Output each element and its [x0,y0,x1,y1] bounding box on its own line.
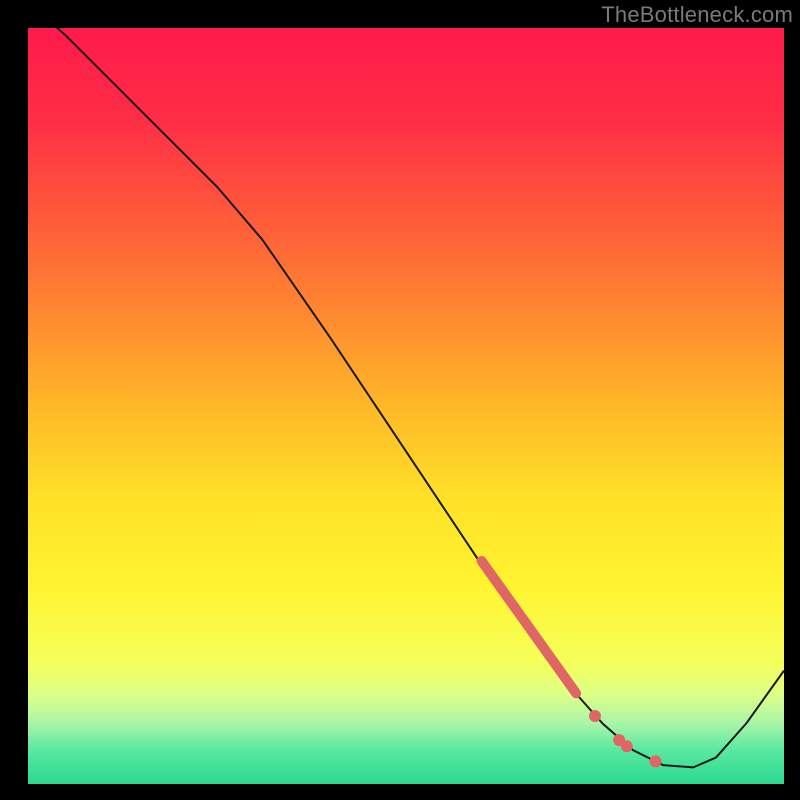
watermark-text: TheBottleneck.com [601,2,793,28]
highlight-dot [589,710,601,722]
chart-area [28,28,784,784]
chart-svg [28,28,784,784]
highlight-dot [649,755,661,767]
gradient-background [28,28,784,784]
highlight-dot [621,740,633,752]
